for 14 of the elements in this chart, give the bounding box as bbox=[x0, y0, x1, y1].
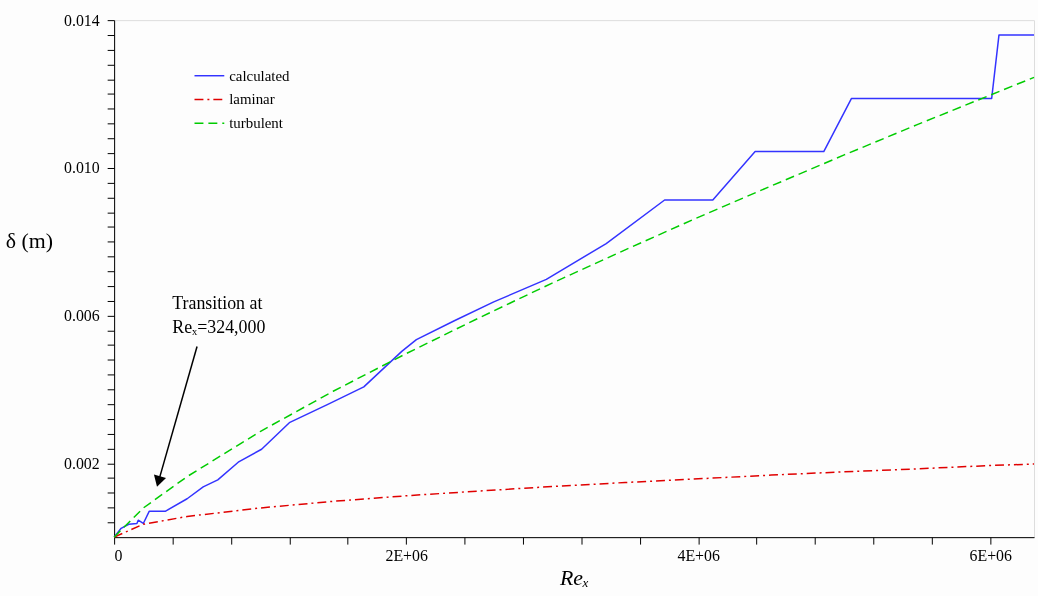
legend-label: laminar bbox=[229, 91, 275, 108]
x-tick-label: 4E+06 bbox=[677, 547, 720, 565]
y-tick-label: 0.006 bbox=[64, 307, 100, 325]
legend-label: calculated bbox=[229, 67, 291, 84]
x-tick-label: 0 bbox=[114, 547, 123, 565]
y-axis-title: δ (m) bbox=[5, 229, 54, 254]
x-axis-title: Reₓ bbox=[558, 566, 590, 591]
legend-label: turbulent bbox=[229, 115, 284, 132]
y-tick-label: 0.002 bbox=[64, 454, 100, 472]
x-tick-label: 6E+06 bbox=[969, 547, 1012, 565]
y-tick-label: 0.010 bbox=[64, 159, 100, 177]
annotation: Transition at Reₓ=324,000 bbox=[172, 292, 266, 337]
y-tick-label: 0.014 bbox=[64, 11, 100, 29]
x-tick-label: 2E+06 bbox=[385, 547, 428, 565]
